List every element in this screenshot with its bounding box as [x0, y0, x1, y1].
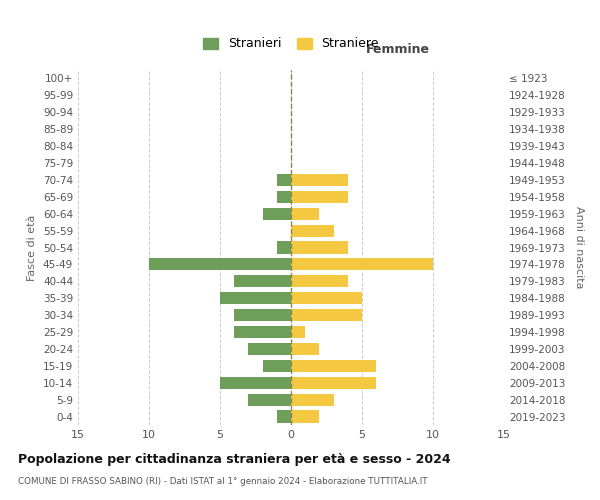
Text: Popolazione per cittadinanza straniera per età e sesso - 2024: Popolazione per cittadinanza straniera p… [18, 452, 451, 466]
Bar [291, 208, 319, 220]
Bar [220, 292, 291, 304]
Bar [291, 292, 362, 304]
Bar [291, 410, 319, 422]
Bar [234, 326, 291, 338]
Bar [291, 174, 348, 186]
Bar [234, 309, 291, 321]
Legend: Stranieri, Straniere: Stranieri, Straniere [199, 34, 383, 54]
Bar [277, 410, 291, 422]
Bar [277, 190, 291, 203]
Bar [291, 360, 376, 372]
Y-axis label: Fasce di età: Fasce di età [28, 214, 37, 280]
Text: Femmine: Femmine [365, 43, 430, 56]
Bar [263, 208, 291, 220]
Bar [234, 275, 291, 287]
Bar [220, 376, 291, 389]
Y-axis label: Anni di nascita: Anni di nascita [574, 206, 584, 289]
Bar [291, 326, 305, 338]
Bar [291, 190, 348, 203]
Bar [248, 343, 291, 355]
Bar [263, 360, 291, 372]
Bar [277, 174, 291, 186]
Bar [291, 275, 348, 287]
Bar [291, 343, 319, 355]
Bar [291, 258, 433, 270]
Bar [291, 376, 376, 389]
Bar [291, 242, 348, 254]
Bar [248, 394, 291, 406]
Text: COMUNE DI FRASSO SABINO (RI) - Dati ISTAT al 1° gennaio 2024 - Elaborazione TUTT: COMUNE DI FRASSO SABINO (RI) - Dati ISTA… [18, 478, 428, 486]
Bar [291, 394, 334, 406]
Bar [291, 309, 362, 321]
Bar [149, 258, 291, 270]
Bar [291, 224, 334, 236]
Bar [277, 242, 291, 254]
